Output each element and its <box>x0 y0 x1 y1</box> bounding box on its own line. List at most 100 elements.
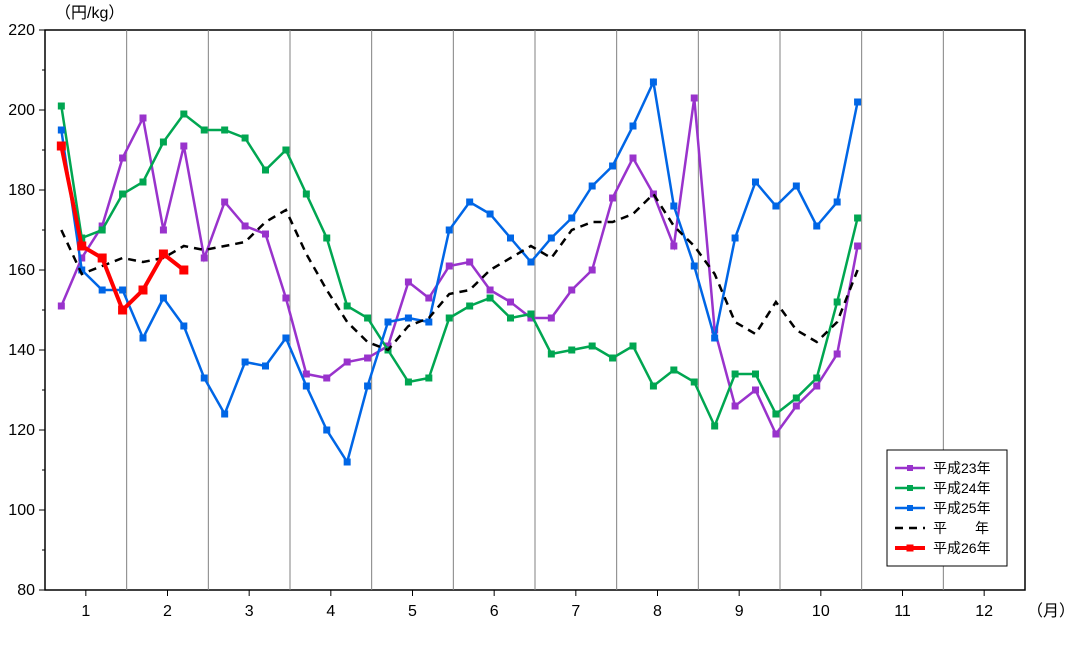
series-marker-h23 <box>834 351 840 357</box>
x-tick-label: 3 <box>245 603 254 620</box>
series-marker-h23 <box>467 259 473 265</box>
series-marker-h25 <box>99 287 105 293</box>
series-marker-h25 <box>222 411 228 417</box>
series-marker-h24 <box>140 179 146 185</box>
series-marker-h23 <box>446 263 452 269</box>
series-marker-h23 <box>344 359 350 365</box>
series-marker-h25 <box>589 183 595 189</box>
series-marker-h25 <box>773 203 779 209</box>
series-marker-h24 <box>426 375 432 381</box>
x-tick-label: 10 <box>812 603 830 620</box>
legend-swatch-marker-h24 <box>907 485 913 491</box>
series-marker-h24 <box>773 411 779 417</box>
y-tick-label: 200 <box>8 102 35 119</box>
y-tick-label: 80 <box>17 582 35 599</box>
series-marker-h25 <box>365 383 371 389</box>
series-marker-h25 <box>181 323 187 329</box>
series-marker-h25 <box>405 315 411 321</box>
series-marker-h25 <box>508 235 514 241</box>
series-marker-h24 <box>160 139 166 145</box>
series-marker-h24 <box>650 383 656 389</box>
series-marker-h24 <box>344 303 350 309</box>
series-marker-h23 <box>263 231 269 237</box>
series-marker-h23 <box>773 431 779 437</box>
series-marker-h23 <box>732 403 738 409</box>
series-marker-h23 <box>181 143 187 149</box>
series-marker-h26 <box>98 254 106 262</box>
series-marker-h25 <box>303 383 309 389</box>
series-marker-h25 <box>283 335 289 341</box>
legend-swatch-marker-h25 <box>907 505 913 511</box>
series-marker-h23 <box>58 303 64 309</box>
series-marker-h25 <box>610 163 616 169</box>
series-marker-h26 <box>57 142 65 150</box>
series-marker-h25 <box>487 211 493 217</box>
series-marker-h24 <box>528 311 534 317</box>
series-marker-h23 <box>855 243 861 249</box>
series-marker-h23 <box>671 243 677 249</box>
series-marker-h25 <box>569 215 575 221</box>
series-marker-h23 <box>222 199 228 205</box>
series-marker-h26 <box>159 250 167 258</box>
x-tick-label: 9 <box>735 603 744 620</box>
series-marker-h24 <box>467 303 473 309</box>
series-marker-h24 <box>263 167 269 173</box>
legend-label-h25: 平成25年 <box>933 500 991 516</box>
series-marker-h23 <box>548 315 554 321</box>
series-marker-h24 <box>222 127 228 133</box>
series-marker-h26 <box>139 286 147 294</box>
series-marker-h25 <box>467 199 473 205</box>
series-marker-h25 <box>528 259 534 265</box>
series-marker-h23 <box>324 375 330 381</box>
series-marker-h24 <box>242 135 248 141</box>
series-marker-h23 <box>814 383 820 389</box>
series-marker-h23 <box>610 195 616 201</box>
series-marker-h23 <box>793 403 799 409</box>
series-marker-h24 <box>834 299 840 305</box>
x-tick-label: 1 <box>81 603 90 620</box>
y-tick-label: 140 <box>8 342 35 359</box>
y-axis-title: （円/kg） <box>55 4 124 22</box>
series-marker-h24 <box>405 379 411 385</box>
series-marker-h25 <box>814 223 820 229</box>
x-tick-label: 2 <box>163 603 172 620</box>
series-marker-h24 <box>120 191 126 197</box>
series-marker-h24 <box>283 147 289 153</box>
x-tick-label: 8 <box>653 603 662 620</box>
series-marker-h23 <box>201 255 207 261</box>
series-marker-h24 <box>671 367 677 373</box>
legend-swatch-marker-h26 <box>907 545 914 552</box>
series-marker-h23 <box>508 299 514 305</box>
legend-label-heinen: 平 年 <box>933 520 989 536</box>
series-marker-h25 <box>140 335 146 341</box>
series-marker-h24 <box>569 347 575 353</box>
series-marker-h24 <box>691 379 697 385</box>
series-marker-h25 <box>58 127 64 133</box>
y-tick-label: 100 <box>8 502 35 519</box>
legend-label-h26: 平成26年 <box>933 540 991 556</box>
series-marker-h25 <box>548 235 554 241</box>
series-marker-h23 <box>140 115 146 121</box>
x-tick-label: 5 <box>408 603 417 620</box>
y-tick-label: 220 <box>8 22 35 39</box>
series-marker-h24 <box>508 315 514 321</box>
series-marker-h26 <box>119 306 127 314</box>
y-tick-label: 160 <box>8 262 35 279</box>
series-marker-h26 <box>180 266 188 274</box>
series-marker-h25 <box>160 295 166 301</box>
series-marker-h25 <box>834 199 840 205</box>
series-marker-h24 <box>793 395 799 401</box>
legend-label-h24: 平成24年 <box>933 480 991 496</box>
series-marker-h23 <box>569 287 575 293</box>
series-marker-h24 <box>201 127 207 133</box>
series-marker-h25 <box>691 263 697 269</box>
series-marker-h24 <box>487 295 493 301</box>
series-marker-h23 <box>426 295 432 301</box>
series-marker-h24 <box>753 371 759 377</box>
series-marker-h25 <box>712 335 718 341</box>
series-marker-h23 <box>303 371 309 377</box>
series-marker-h25 <box>793 183 799 189</box>
series-marker-h23 <box>487 287 493 293</box>
series-marker-h23 <box>283 295 289 301</box>
series-marker-h24 <box>630 343 636 349</box>
